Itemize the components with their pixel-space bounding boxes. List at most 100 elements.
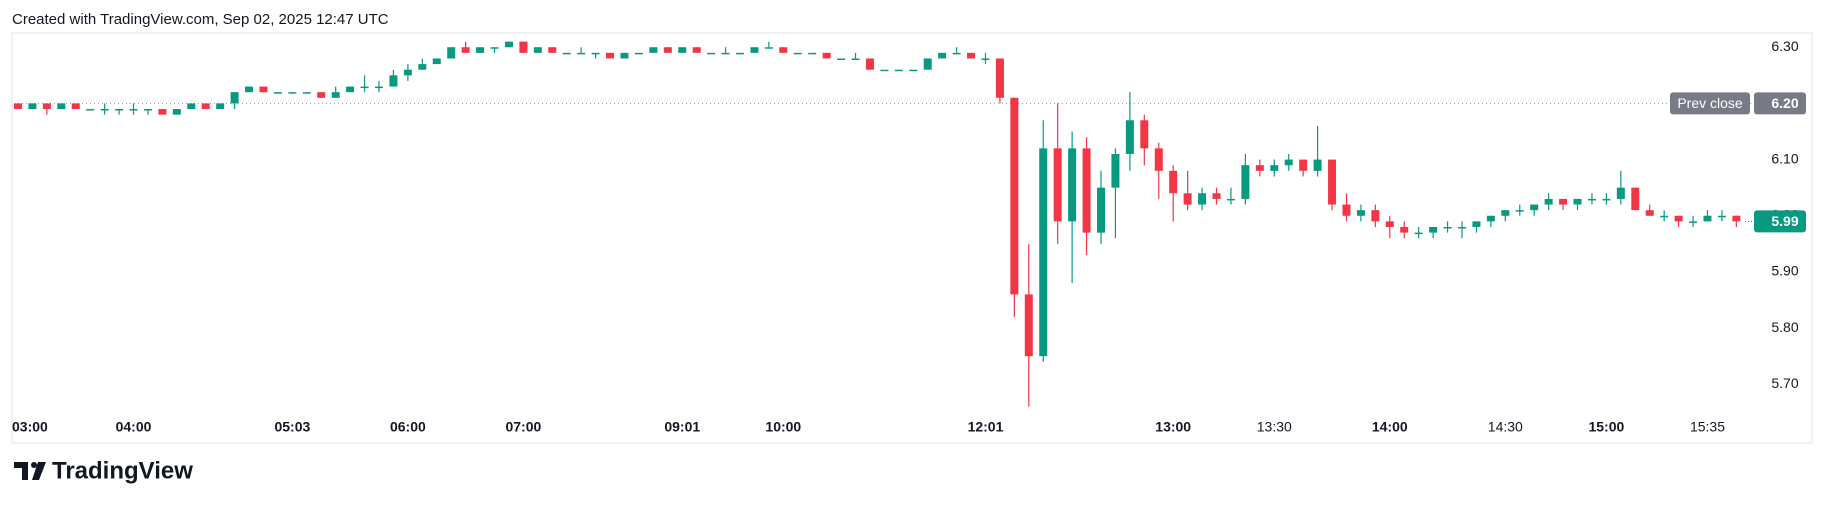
candle-body (1732, 215, 1741, 222)
logo-text: TradingView (52, 457, 193, 484)
candle-body (548, 47, 557, 53)
candle-body (28, 103, 37, 110)
candle-body (1616, 187, 1625, 199)
candle-body (230, 92, 239, 104)
candles (14, 41, 1741, 407)
x-tick-label: 09:01 (664, 419, 700, 435)
candle-body (606, 52, 615, 59)
candle-body (1717, 215, 1726, 218)
candle-body (1645, 210, 1654, 216)
candle-body (678, 47, 687, 53)
candle-body (71, 103, 80, 110)
candle-body (1515, 210, 1524, 212)
candle-body (1689, 221, 1698, 223)
candle-body (115, 109, 124, 111)
candle-body (981, 58, 990, 60)
candle-body (967, 52, 976, 59)
candle-body (692, 47, 701, 53)
candle-body (1328, 159, 1337, 205)
logo-mark (14, 462, 28, 480)
candle-body (880, 69, 889, 72)
candle-body (86, 109, 95, 111)
candle-body (1530, 204, 1539, 211)
candle-body (1111, 153, 1120, 188)
x-tick-label: 15:00 (1588, 419, 1624, 435)
candle-body (750, 47, 759, 53)
candle-body (57, 103, 66, 110)
candle-body (1342, 204, 1351, 216)
candle-body (1660, 215, 1669, 218)
candle-body (1371, 210, 1380, 222)
candle-body (634, 52, 643, 55)
x-tick-label: 04:00 (116, 419, 152, 435)
candle-body (851, 58, 860, 60)
candle-body (837, 58, 846, 60)
candle-body (504, 41, 513, 48)
candle-body (591, 52, 600, 55)
candle-body (1458, 227, 1466, 229)
x-tick-label: 05:03 (274, 419, 310, 435)
candle-body (273, 92, 282, 94)
candle-body (562, 52, 571, 55)
candle-body (1400, 227, 1409, 233)
candle-body (822, 52, 831, 59)
last-price-label: 5.99 (1771, 213, 1798, 229)
x-tick-label: 06:00 (390, 419, 426, 435)
candle-body (721, 52, 730, 55)
candle-body (1429, 227, 1438, 233)
candle-body (331, 92, 340, 98)
candle-body (1385, 221, 1394, 227)
candle-body (663, 47, 672, 53)
candle-body (620, 52, 629, 59)
candle-body (461, 47, 470, 53)
candle-body (1226, 198, 1235, 201)
candle-body (1414, 232, 1423, 235)
candle-body (909, 69, 918, 72)
candle-body (1082, 148, 1091, 233)
candle-body (1631, 187, 1640, 211)
x-tick-label: 10:00 (765, 419, 801, 435)
x-tick-label: 07:00 (505, 419, 541, 435)
candle-body (1053, 148, 1062, 222)
candle-body (201, 103, 210, 110)
candle-body (158, 109, 167, 115)
candle-body (245, 86, 254, 93)
candle-body (1313, 159, 1322, 171)
candle-body (14, 103, 22, 110)
x-tick-label: 15:35 (1690, 419, 1725, 435)
candle-body (894, 69, 903, 72)
candle-body (1501, 210, 1510, 216)
candle-body (1039, 148, 1048, 357)
candle-body (1140, 120, 1149, 149)
prev-close-value: 6.20 (1771, 95, 1798, 111)
candle-body (938, 52, 947, 59)
candle-body (346, 86, 355, 93)
candle-body (1544, 198, 1553, 205)
candle-body (216, 103, 225, 110)
candle-body (1472, 221, 1481, 227)
candle-body (476, 47, 485, 53)
candle-body (1602, 198, 1611, 201)
candle-body (259, 86, 268, 93)
candle-body (1169, 170, 1178, 194)
logo-mark (32, 462, 46, 480)
y-tick-label: 5.80 (1771, 319, 1798, 335)
candle-body (375, 86, 383, 89)
x-tick-label: 13:00 (1155, 419, 1191, 435)
candle-body (1198, 193, 1207, 205)
candle-body (389, 75, 398, 87)
logo: TradingView (14, 457, 193, 484)
candle-body (432, 58, 441, 65)
candle-body (1183, 193, 1192, 205)
candle-body (1024, 294, 1033, 357)
candle-body (952, 52, 961, 55)
candle-body (317, 92, 326, 98)
candle-body (1125, 120, 1134, 154)
candle-body (1097, 187, 1105, 233)
logo-mark (31, 462, 37, 468)
candle-body (764, 47, 773, 49)
candle-body (779, 47, 788, 53)
candle-body (1674, 215, 1683, 222)
